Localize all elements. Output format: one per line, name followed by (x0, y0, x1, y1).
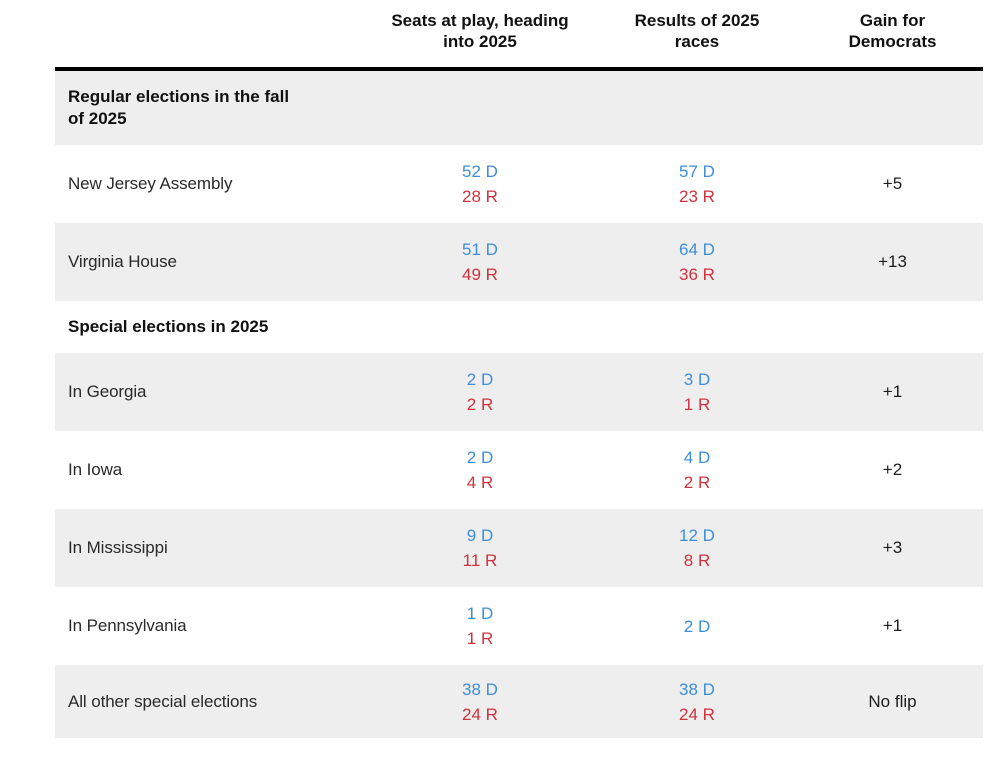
gain-value: +1 (882, 382, 903, 401)
seats-before-cell: 1 D 1 R (368, 601, 592, 651)
row-label: Virginia House (68, 252, 177, 271)
table-row: In Mississippi 9 D 11 R 12 D 8 R +3 (55, 509, 983, 587)
column-header-label: Results of 2025 races (634, 11, 760, 51)
row-label: New Jersey Assembly (68, 174, 233, 193)
section-title: Special elections in 2025 (68, 317, 269, 336)
rep-results: 36 R (679, 265, 715, 284)
results-cell: 38 D 24 R (592, 677, 802, 727)
results-cell: 4 D 2 R (592, 445, 802, 495)
seats-before-cell: 2 D 4 R (368, 445, 592, 495)
rep-seats-before: 24 R (462, 704, 498, 724)
table-row: In Pennsylvania 1 D 1 R 2 D +1 (55, 587, 983, 665)
dem-seats-before: 9 D (466, 526, 494, 545)
dem-seats-before: 2 D (466, 370, 494, 389)
rep-seats-before: 28 R (462, 187, 498, 206)
rep-seats-before: 2 R (466, 395, 494, 414)
section-header-row: Regular elections in the fall of 2025 (55, 71, 983, 145)
row-label: All other special elections (68, 691, 258, 711)
row-label: In Mississippi (68, 538, 168, 557)
table-row: In Georgia 2 D 2 R 3 D 1 R +1 (55, 353, 983, 431)
gain-value: +1 (882, 616, 903, 635)
column-header-seats-before: Seats at play, heading into 2025 (368, 10, 592, 52)
dem-results: 4 D (683, 448, 711, 467)
rep-results: 24 R (679, 704, 715, 724)
dem-results: 64 D (679, 240, 715, 259)
rep-seats-before: 49 R (462, 265, 498, 284)
row-label: In Pennsylvania (68, 616, 187, 635)
section-header-row: Special elections in 2025 (55, 301, 983, 353)
gain-value: +5 (882, 174, 903, 193)
results-cell: 2 D (592, 614, 802, 639)
gain-value: +2 (882, 460, 903, 479)
rep-results: 8 R (683, 551, 711, 570)
rep-results: 2 R (683, 473, 711, 492)
dem-results: 3 D (683, 370, 711, 389)
dem-results: 38 D (679, 679, 715, 699)
table-row: In Iowa 2 D 4 R 4 D 2 R +2 (55, 431, 983, 509)
gain-value: No flip (868, 691, 917, 711)
election-results-table: Seats at play, heading into 2025 Results… (55, 0, 983, 738)
seats-before-cell: 38 D 24 R (368, 677, 592, 727)
gain-value: +3 (882, 538, 903, 557)
column-header-gain: Gain for Democrats (802, 10, 983, 52)
column-header-label: Gain for Democrats (848, 11, 937, 51)
section-title: Regular elections in the fall of 2025 (68, 87, 290, 128)
column-header-results: Results of 2025 races (592, 10, 802, 52)
rep-seats-before: 4 R (466, 473, 494, 492)
dem-seats-before: 51 D (462, 240, 498, 259)
row-label: In Georgia (68, 382, 147, 401)
results-cell: 3 D 1 R (592, 367, 802, 417)
rep-seats-before: 1 R (466, 629, 494, 648)
table-row: New Jersey Assembly 52 D 28 R 57 D 23 R … (55, 145, 983, 223)
dem-results: 2 D (683, 616, 711, 636)
column-header-label: Seats at play, heading into 2025 (391, 11, 569, 51)
seats-before-cell: 52 D 28 R (368, 159, 592, 209)
results-cell: 57 D 23 R (592, 159, 802, 209)
results-cell: 64 D 36 R (592, 237, 802, 287)
dem-seats-before: 1 D (466, 604, 494, 623)
row-label: In Iowa (68, 460, 123, 479)
rep-seats-before: 11 R (462, 551, 498, 570)
seats-before-cell: 51 D 49 R (368, 237, 592, 287)
dem-seats-before: 2 D (466, 448, 494, 467)
seats-before-cell: 2 D 2 R (368, 367, 592, 417)
rep-results: 1 R (683, 395, 711, 414)
seats-before-cell: 9 D 11 R (368, 523, 592, 573)
table-header-row: Seats at play, heading into 2025 Results… (55, 0, 983, 71)
results-cell: 12 D 8 R (592, 523, 802, 573)
dem-seats-before: 38 D (462, 679, 498, 699)
table-row: Virginia House 51 D 49 R 64 D 36 R +13 (55, 223, 983, 301)
gain-value: +13 (878, 252, 907, 271)
rep-results: 23 R (679, 187, 715, 206)
table-row: All other special elections 38 D 24 R 38… (55, 665, 983, 738)
dem-results: 12 D (679, 526, 715, 545)
dem-results: 57 D (679, 162, 715, 181)
dem-seats-before: 52 D (462, 162, 498, 181)
